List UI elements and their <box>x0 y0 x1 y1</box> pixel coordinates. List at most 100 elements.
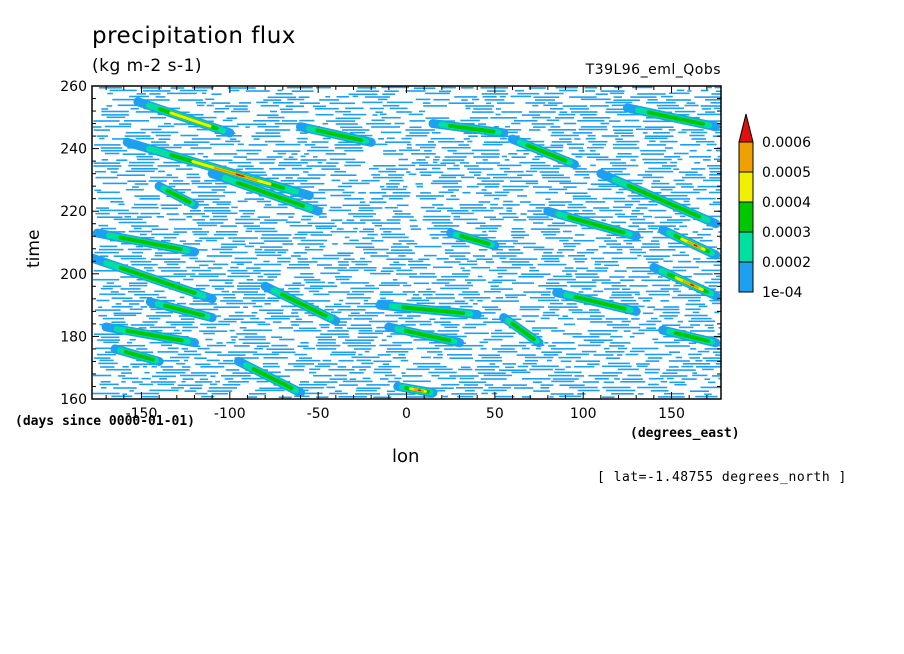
precip-speckle <box>425 297 455 299</box>
precip-speckle <box>663 306 680 308</box>
precip-speckle <box>419 110 426 113</box>
precip-speckle <box>693 188 707 191</box>
precip-speckle <box>531 365 559 368</box>
precip-speckle <box>658 276 663 278</box>
precip-speckle <box>297 345 309 347</box>
precip-speckle <box>427 227 453 230</box>
precip-speckle <box>267 297 284 299</box>
precip-speckle <box>311 257 340 260</box>
precip-speckle <box>243 329 273 332</box>
precip-speckle <box>356 389 377 392</box>
precip-speckle <box>403 185 408 188</box>
precip-streak <box>573 295 627 311</box>
precip-speckle <box>370 255 389 257</box>
precip-speckle <box>616 155 639 158</box>
precip-speckle <box>122 300 145 302</box>
precip-speckle <box>386 168 408 170</box>
colorbar-label: 0.0002 <box>762 255 811 271</box>
precip-speckle <box>345 339 375 341</box>
precip-speckle <box>158 360 180 362</box>
precip-speckle <box>389 263 406 266</box>
precip-speckle <box>236 123 267 126</box>
precip-speckle <box>299 132 308 134</box>
precip-speckle <box>337 309 366 311</box>
precip-speckle <box>101 159 108 161</box>
precip-speckle <box>233 156 248 158</box>
precip-speckle <box>416 302 435 305</box>
precip-speckle <box>155 96 166 98</box>
precip-speckle <box>587 134 596 137</box>
precip-speckle <box>490 285 499 287</box>
precip-speckle <box>528 87 546 89</box>
precip-speckle <box>342 342 371 344</box>
precip-speckle <box>548 345 556 347</box>
precip-speckle <box>422 102 431 104</box>
precip-speckle <box>376 326 392 329</box>
precip-speckle <box>154 332 182 335</box>
precip-speckle <box>94 170 107 173</box>
precip-speckle <box>371 240 384 242</box>
precip-speckle <box>631 213 644 215</box>
precip-speckle <box>409 126 422 129</box>
precip-speckle <box>300 155 306 158</box>
precip-speckle <box>694 162 701 164</box>
precip-speckle <box>256 101 268 104</box>
precip-speckle <box>229 138 237 140</box>
precip-speckle <box>684 314 708 317</box>
precip-speckle <box>365 143 388 146</box>
precip-speckle <box>453 215 461 218</box>
precip-speckle <box>260 104 279 107</box>
precip-speckle <box>211 93 222 95</box>
precip-speckle <box>552 210 579 212</box>
precip-speckle <box>307 174 326 176</box>
precip-speckle <box>609 92 625 95</box>
precip-speckle <box>295 386 325 389</box>
precip-speckle <box>107 168 119 170</box>
precip-speckle <box>609 276 625 278</box>
precip-speckle <box>398 240 415 242</box>
precip-speckle <box>535 191 559 194</box>
precip-speckle <box>425 117 450 119</box>
precip-speckle <box>488 230 497 233</box>
precip-speckle <box>287 98 305 101</box>
precip-speckle <box>371 119 385 122</box>
precip-speckle <box>608 120 621 122</box>
precip-speckle <box>245 126 250 128</box>
precip-speckle <box>210 143 235 146</box>
precip-speckle <box>363 248 389 251</box>
precip-speckle <box>331 311 342 314</box>
precip-speckle <box>425 156 430 158</box>
precip-speckle <box>454 300 465 303</box>
precip-speckle <box>704 348 721 350</box>
precip-speckle <box>311 146 329 149</box>
precip-speckle <box>226 302 256 305</box>
precip-speckle <box>645 368 660 371</box>
precip-speckle <box>380 291 393 293</box>
precip-speckle <box>342 380 373 383</box>
precip-speckle <box>417 366 447 368</box>
precip-speckle <box>349 239 359 242</box>
precip-speckle <box>696 197 716 200</box>
precip-speckle <box>338 396 367 398</box>
precip-speckle <box>225 369 240 371</box>
precip-speckle <box>609 246 635 248</box>
precip-speckle <box>551 380 575 383</box>
precip-speckle <box>704 336 721 338</box>
precip-speckle <box>612 326 641 329</box>
precip-speckle <box>131 168 158 170</box>
precip-speckle <box>263 273 281 276</box>
precip-speckle <box>332 243 338 245</box>
precip-speckle <box>707 165 721 167</box>
precip-speckle <box>669 351 681 353</box>
precip-speckle <box>170 87 185 89</box>
precip-speckle <box>540 317 550 320</box>
precip-speckle <box>383 153 404 155</box>
precip-speckle <box>452 152 475 155</box>
precip-speckle <box>437 330 460 332</box>
precip-speckle <box>326 120 356 122</box>
precip-speckle <box>578 150 585 152</box>
precip-speckle <box>229 89 240 92</box>
precip-speckle <box>372 176 403 179</box>
precip-speckle <box>692 311 700 314</box>
precip-speckle <box>432 204 444 206</box>
